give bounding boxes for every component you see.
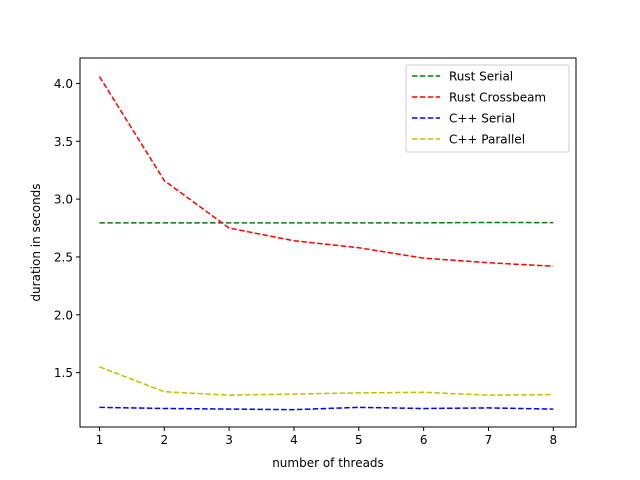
y-tick-label: 3.5 — [54, 135, 73, 149]
legend-box — [405, 64, 570, 153]
x-tick-label: 5 — [355, 433, 363, 447]
x-axis-label: number of threads — [272, 456, 384, 470]
legend-label: Rust Crossbeam — [449, 91, 546, 105]
series-line-cpp-serial — [99, 406, 554, 411]
series-layer — [98, 76, 554, 411]
y-tick-label: 1.5 — [54, 366, 73, 380]
y-tick-label: 4.0 — [54, 77, 73, 91]
y-axis-label: duration in seconds — [29, 183, 43, 301]
x-tick-label: 1 — [96, 433, 104, 447]
y-tick-label: 2.5 — [54, 250, 73, 264]
x-tick-label: 8 — [549, 433, 557, 447]
series-line-cpp-parallel — [99, 366, 554, 396]
x-tick-label: 3 — [225, 433, 233, 447]
y-tick-label: 2.0 — [54, 308, 73, 322]
y-axis-ticks: 1.5 2.0 2.5 3.0 3.5 4.0 — [54, 77, 80, 380]
series-line-rust-crossbeam — [98, 76, 554, 267]
legend: Rust Serial Rust Crossbeam C++ Serial C++ P… — [405, 64, 570, 153]
x-tick-label: 6 — [420, 433, 428, 447]
legend-label: Rust Serial — [449, 70, 513, 84]
x-axis-ticks: 1 2 3 4 5 6 7 8 — [96, 427, 557, 447]
legend-label: C++ Parallel — [449, 133, 525, 147]
legend-label: C++ Serial — [449, 112, 515, 126]
x-tick-label: 7 — [485, 433, 493, 447]
plot-frame — [79, 57, 577, 428]
y-tick-label: 3.0 — [54, 193, 73, 207]
x-tick-label: 2 — [160, 433, 168, 447]
x-tick-label: 4 — [290, 433, 298, 447]
